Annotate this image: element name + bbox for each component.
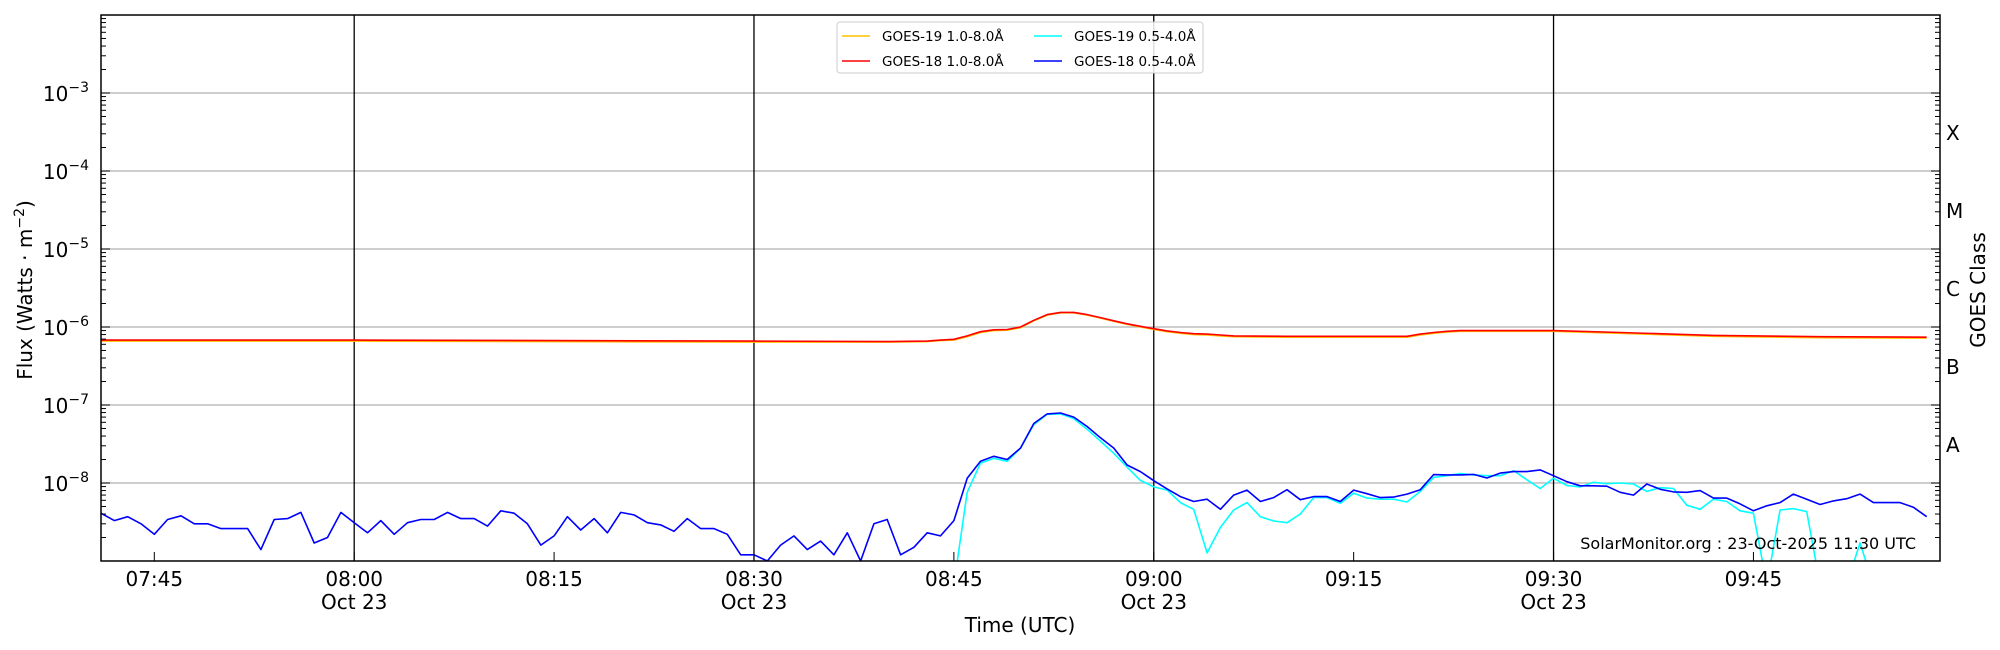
x-tick-label: 09:30	[1525, 567, 1583, 591]
y-tick-label: 10−4	[43, 158, 89, 184]
x-tick-label: 08:30	[725, 567, 783, 591]
x-tick-date-label: Oct 23	[321, 590, 387, 614]
day-markers	[353, 15, 1555, 561]
y-tick-label: 10−6	[43, 314, 89, 340]
legend-entry: GOES-18 1.0-8.0Å	[882, 53, 1004, 70]
axis-ticks	[101, 18, 1940, 562]
legend-entry: GOES-18 0.5-4.0Å	[1074, 53, 1196, 70]
y2-axis-label: GOES Class	[1966, 232, 1990, 348]
x-tick-label: 08:45	[925, 567, 983, 591]
y-tick-label: 10−3	[43, 80, 89, 106]
goes-class-label: C	[1946, 277, 1960, 301]
x-tick-label: 08:00	[325, 567, 383, 591]
y-tick-label: 10−5	[43, 236, 89, 262]
x-tick-date-label: Oct 23	[721, 590, 787, 614]
x-tick-label: 09:15	[1325, 567, 1383, 591]
series-line-goes-19-0-5-4-0-	[956, 413, 1867, 561]
legend-entry: GOES-19 0.5-4.0Å	[1074, 28, 1196, 45]
x-tick-label: 07:45	[125, 567, 183, 591]
series-line-goes-18-1-0-8-0-	[101, 311, 1927, 343]
legend-box	[836, 21, 1204, 74]
x-tick-label: 09:00	[1125, 567, 1183, 591]
x-tick-label: 08:15	[525, 567, 583, 591]
goes-class-label: X	[1946, 121, 1960, 145]
y-axis-label: Flux (Watts · m−2)	[12, 200, 37, 380]
y-tick-labels: 10−8 10−7 10−6 10−5 10−4 10−3	[43, 80, 89, 496]
y-tick-label: 10−8	[43, 470, 89, 496]
gridlines	[101, 92, 1940, 484]
goes-class-label: B	[1946, 355, 1960, 379]
legend: GOES-19 1.0-8.0Å GOES-19 0.5-4.0Å GOES-18 …	[836, 21, 1204, 74]
plot-frame	[100, 14, 1941, 562]
series-group	[101, 311, 1928, 561]
series-line-goes-18-0-5-4-0-	[101, 412, 1928, 561]
goes-class-label: A	[1946, 433, 1960, 457]
x-axis-label: Time (UTC)	[964, 613, 1076, 637]
goes-class-label: M	[1946, 199, 1963, 223]
watermark: SolarMonitor.org : 23-Oct-2025 11:30 UTC	[1580, 534, 1916, 553]
goes-class-labels: A B C M X	[1946, 121, 1963, 457]
x-tick-label: 09:45	[1725, 567, 1783, 591]
legend-entry: GOES-19 1.0-8.0Å	[882, 28, 1004, 45]
x-tick-date-label: Oct 23	[1520, 590, 1586, 614]
y-tick-label: 10−7	[43, 392, 89, 418]
x-tick-date-label: Oct 23	[1121, 590, 1187, 614]
